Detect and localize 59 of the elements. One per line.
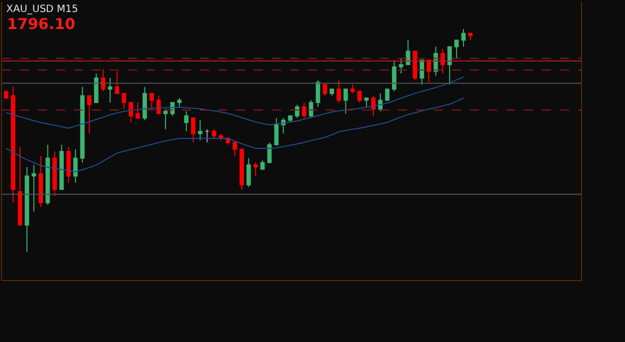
annotation: 1796.10 (7, 15, 76, 33)
candlestick (10, 86, 16, 204)
candlestick (232, 142, 238, 156)
candlestick (385, 88, 390, 101)
candlestick (288, 115, 292, 124)
candlestick (4, 90, 8, 99)
candlestick (260, 160, 265, 170)
candlestick (454, 40, 459, 58)
candlestick (420, 60, 424, 86)
candlestick (336, 80, 341, 103)
candlestick (156, 95, 161, 114)
candlestick (392, 60, 396, 92)
candlestick (322, 84, 328, 96)
candlestick (461, 28, 466, 48)
candlestick (294, 104, 300, 119)
candlestick (240, 148, 244, 190)
candlestick (440, 48, 445, 74)
candlestick (191, 118, 196, 144)
candlestick (24, 166, 30, 252)
candlestick (163, 108, 168, 130)
candlestick (447, 46, 452, 86)
candlestick (149, 93, 154, 110)
candlestick (198, 120, 202, 141)
candlestick (274, 118, 279, 146)
candlestick (80, 86, 85, 164)
candlestick (18, 146, 22, 226)
candlestick (114, 70, 120, 94)
candlestick (330, 88, 334, 96)
candlestick (87, 95, 92, 134)
candlestick (406, 40, 410, 66)
candlestick (364, 98, 369, 108)
candlestick (32, 164, 36, 212)
candlestick (246, 158, 251, 188)
candlestick (350, 84, 355, 94)
candlestick (52, 150, 57, 197)
candlestick (66, 146, 71, 184)
chart-title: XAU_USD M15 (6, 4, 78, 16)
candlestick (184, 110, 189, 132)
candlestick (204, 128, 210, 144)
candlestick (253, 162, 258, 176)
candlestick (177, 98, 182, 108)
candlestick (108, 77, 112, 103)
candlestick (136, 102, 140, 119)
candlestick (398, 57, 404, 74)
candlestick (302, 102, 306, 119)
candlestick (343, 88, 348, 114)
candlestick (94, 73, 98, 103)
candlestick (212, 128, 216, 139)
candlestick (100, 68, 106, 92)
candlestick (142, 86, 147, 121)
candlestick (73, 148, 78, 184)
candlestick (38, 155, 43, 208)
candlestick (468, 32, 473, 41)
candlestick (59, 144, 64, 190)
candlestick (426, 60, 432, 83)
candlestick (128, 102, 134, 124)
candlestick (46, 144, 50, 206)
candlestick (122, 93, 126, 110)
candlestick (378, 93, 383, 112)
